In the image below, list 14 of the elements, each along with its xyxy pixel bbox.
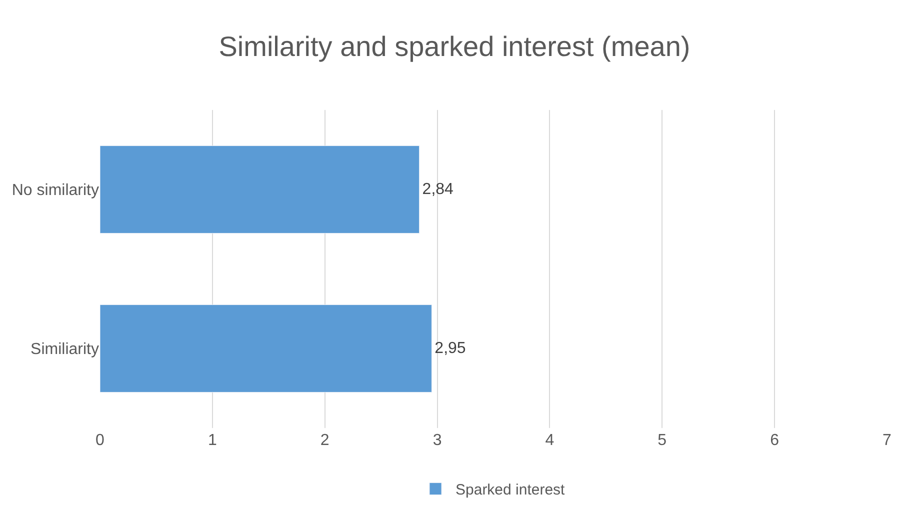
y-tick-label: No similarity xyxy=(12,182,99,200)
y-tick-label: Similiarity xyxy=(30,341,99,358)
x-tick-label: 0 xyxy=(96,432,105,449)
x-tick-label: 3 xyxy=(432,432,442,449)
x-tick-label: 4 xyxy=(545,432,554,449)
chart-title: Similarity and sparked interest (mean) xyxy=(218,31,690,62)
x-tick-label: 2 xyxy=(320,432,330,449)
data-label: 2,84 xyxy=(422,181,454,198)
legend-label: Sparked interest xyxy=(456,482,566,499)
x-tick-label: 5 xyxy=(658,432,667,449)
x-tick-label: 6 xyxy=(770,432,780,449)
x-tick-label: 1 xyxy=(208,432,217,449)
x-tick-label: 7 xyxy=(882,432,892,449)
data-label: 2,95 xyxy=(434,340,466,357)
